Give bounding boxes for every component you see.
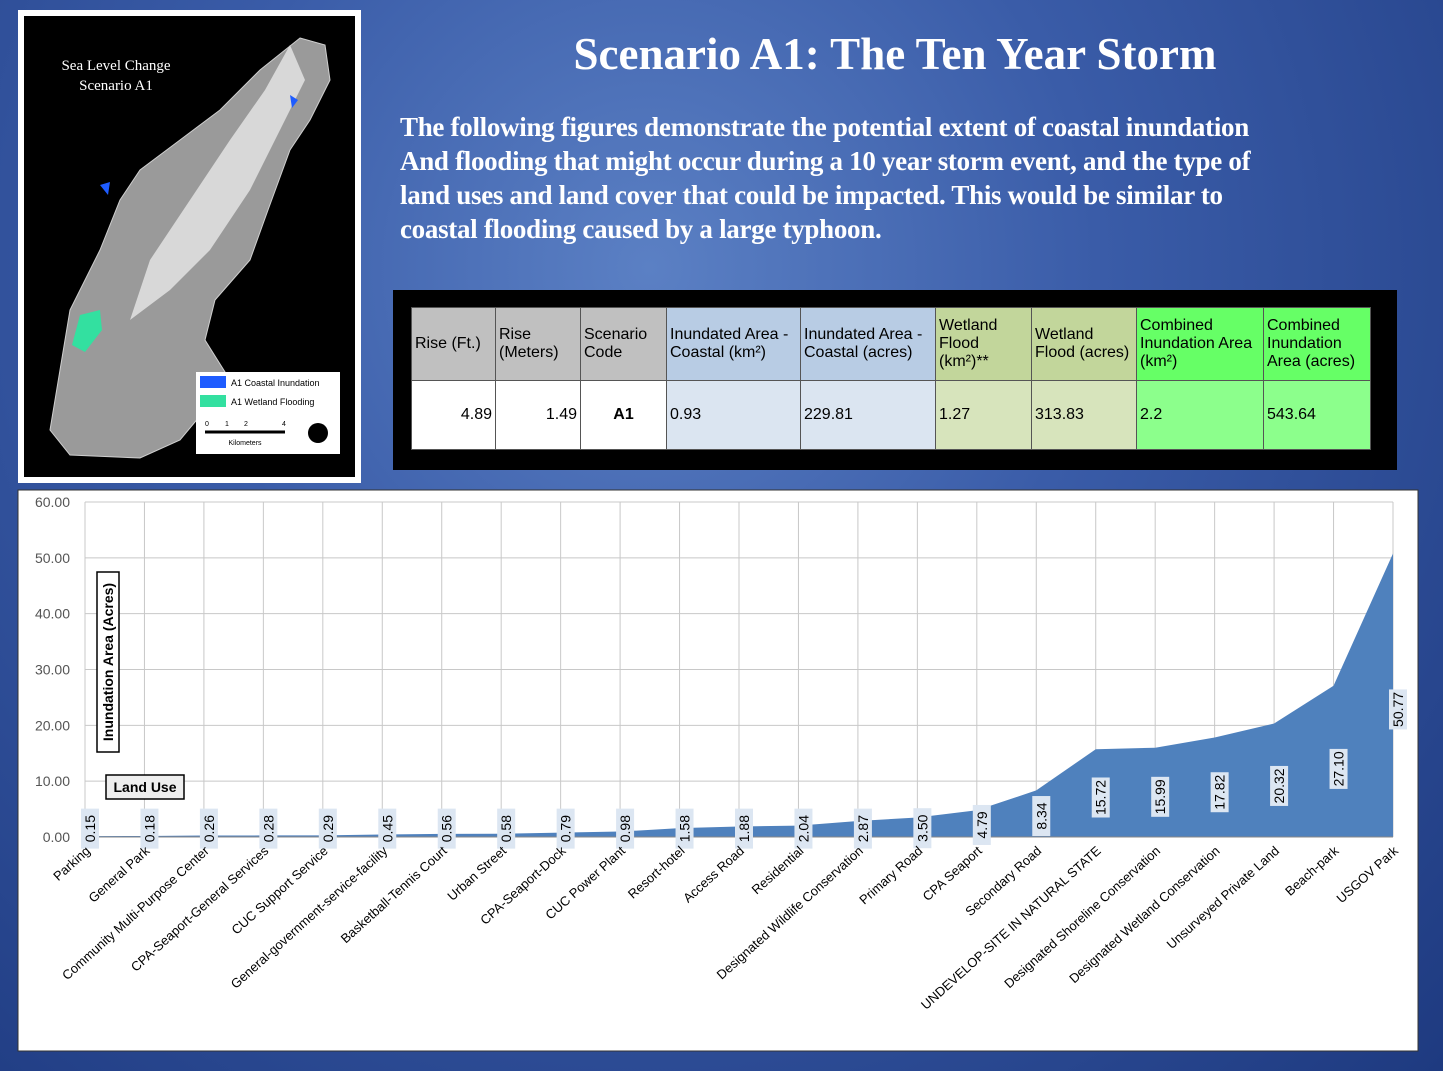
value-label: 4.79 bbox=[974, 811, 990, 838]
value-label: 17.82 bbox=[1212, 775, 1228, 810]
y-tick-label: 60.00 bbox=[35, 494, 70, 510]
value-label-group: 27.10 bbox=[1330, 749, 1348, 789]
description: The following figures demonstrate the po… bbox=[400, 110, 1250, 246]
slide: Sea Level Change Scenario A1 A1 Coastal … bbox=[0, 0, 1443, 1071]
value-label-group: 0.58 bbox=[497, 809, 515, 849]
value-label-group: 1.58 bbox=[676, 809, 694, 849]
data-cell: 4.89 bbox=[412, 381, 496, 450]
value-label-group: 2.04 bbox=[794, 809, 812, 849]
header-cell: Combined Inundation Area (acres) bbox=[1264, 308, 1371, 381]
value-label-group: 0.26 bbox=[200, 809, 218, 849]
value-label: 0.58 bbox=[498, 815, 514, 842]
y-tick-label: 40.00 bbox=[35, 606, 70, 622]
value-label-group: 0.79 bbox=[557, 809, 575, 849]
value-label: 1.88 bbox=[736, 815, 752, 842]
legend-label: A1 Wetland Flooding bbox=[231, 397, 314, 407]
data-cell: 229.81 bbox=[801, 381, 936, 450]
value-label: 27.10 bbox=[1331, 751, 1347, 786]
north-arrow bbox=[308, 423, 328, 443]
data-cell: A1 bbox=[581, 381, 667, 450]
value-label: 2.04 bbox=[795, 815, 811, 842]
map-title: Scenario A1 bbox=[79, 78, 153, 94]
y-axis-label: Inundation Area (Acres) bbox=[100, 583, 116, 741]
value-label-group: 0.18 bbox=[140, 809, 158, 849]
scale-tick: 2 bbox=[244, 421, 248, 428]
description-line: coastal flooding caused by a large typho… bbox=[400, 212, 1250, 246]
value-label-group: 0.28 bbox=[259, 809, 277, 849]
value-label-group: 50.77 bbox=[1389, 689, 1407, 729]
y-tick-label: 30.00 bbox=[35, 662, 70, 678]
value-label-group: 0.98 bbox=[616, 809, 634, 849]
y-tick-label: 50.00 bbox=[35, 550, 70, 566]
x-axis-label: Land Use bbox=[113, 779, 176, 795]
data-cell: 2.2 bbox=[1137, 381, 1264, 450]
value-label: 50.77 bbox=[1390, 692, 1406, 727]
y-tick-label: 10.00 bbox=[35, 773, 70, 789]
header-cell: Wetland Flood (km²)** bbox=[936, 308, 1032, 381]
value-label-group: 15.99 bbox=[1151, 777, 1169, 817]
value-label-group: 0.56 bbox=[438, 809, 456, 849]
value-label-group: 4.79 bbox=[973, 805, 991, 845]
value-label: 0.18 bbox=[141, 815, 157, 842]
value-label: 0.79 bbox=[558, 815, 574, 842]
description-line: And flooding that might occur during a 1… bbox=[400, 144, 1250, 178]
data-cell: 1.27 bbox=[936, 381, 1032, 450]
value-label-group: 3.50 bbox=[913, 808, 931, 848]
legend-swatch bbox=[200, 395, 226, 407]
header-cell: Inundated Area - Coastal (acres) bbox=[801, 308, 936, 381]
y-tick-label: 20.00 bbox=[35, 717, 70, 733]
value-label: 0.26 bbox=[201, 815, 217, 842]
header-cell: Rise (Ft.) bbox=[412, 308, 496, 381]
data-cell: 543.64 bbox=[1264, 381, 1371, 450]
description-line: land uses and land cover that could be i… bbox=[400, 178, 1250, 212]
value-label: 15.72 bbox=[1093, 780, 1109, 815]
value-label-group: 0.29 bbox=[319, 809, 337, 849]
header-cell: Inundated Area - Coastal (km²) bbox=[667, 308, 801, 381]
header-cell: Wetland Flood (acres) bbox=[1032, 308, 1137, 381]
value-label: 1.58 bbox=[677, 815, 693, 842]
map-title: Sea Level Change bbox=[61, 58, 170, 74]
value-label-group: 0.15 bbox=[81, 809, 99, 849]
scale-tick: 1 bbox=[225, 421, 229, 428]
value-label: 20.32 bbox=[1271, 768, 1287, 803]
value-label: 0.29 bbox=[320, 815, 336, 842]
value-label-group: 8.34 bbox=[1032, 796, 1050, 836]
value-label-group: 17.82 bbox=[1211, 772, 1229, 812]
scale-tick: 0 bbox=[205, 421, 209, 428]
header-cell: Rise (Meters) bbox=[496, 308, 581, 381]
y-tick-label: 0.00 bbox=[43, 829, 70, 845]
value-label-group: 0.45 bbox=[378, 809, 396, 849]
value-label: 0.15 bbox=[82, 815, 98, 842]
legend-label: A1 Coastal Inundation bbox=[231, 378, 320, 388]
header-cell: Combined Inundation Area (km²) bbox=[1137, 308, 1264, 381]
value-label: 3.50 bbox=[914, 814, 930, 841]
scale-tick: 4 bbox=[282, 421, 286, 428]
value-label: 8.34 bbox=[1033, 802, 1049, 829]
value-label: 0.98 bbox=[617, 815, 633, 842]
value-label-group: 2.87 bbox=[854, 809, 872, 849]
value-label: 2.87 bbox=[855, 815, 871, 842]
description-line: The following figures demonstrate the po… bbox=[400, 110, 1250, 144]
data-cell: 1.49 bbox=[496, 381, 581, 450]
slide-title: Scenario A1: The Ten Year Storm bbox=[360, 28, 1430, 80]
value-label: 0.45 bbox=[379, 815, 395, 842]
value-label: 0.28 bbox=[260, 815, 276, 842]
header-cell: Scenario Code bbox=[581, 308, 667, 381]
data-cell: 0.93 bbox=[667, 381, 801, 450]
value-label: 15.99 bbox=[1152, 779, 1168, 814]
value-label-group: 20.32 bbox=[1270, 766, 1288, 806]
value-label-group: 1.88 bbox=[735, 809, 753, 849]
data-cell: 313.83 bbox=[1032, 381, 1137, 450]
scale-unit: Kilometers bbox=[228, 440, 262, 447]
value-label: 0.56 bbox=[439, 815, 455, 842]
y-axis-label-group: Inundation Area (Acres) bbox=[97, 572, 119, 752]
legend-swatch bbox=[200, 376, 226, 388]
value-label-group: 15.72 bbox=[1092, 778, 1110, 818]
